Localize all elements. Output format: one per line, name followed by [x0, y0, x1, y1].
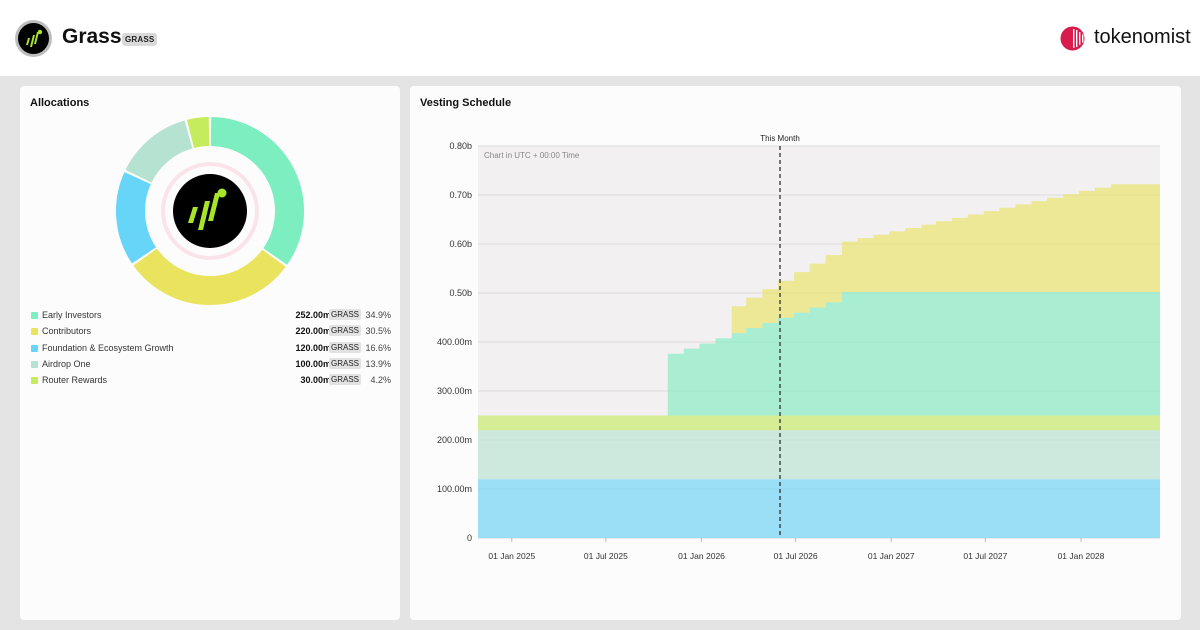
y-tick-label: 0.50b — [449, 288, 472, 298]
x-tick-label: 01 Jan 2027 — [868, 551, 915, 561]
donut-inner-ring — [161, 162, 259, 260]
legend-label: Foundation & Ecosystem Growth — [42, 342, 174, 353]
legend-item[interactable]: Router Rewards 30.00m GRASS 4.2% — [31, 374, 391, 391]
legend-swatch — [31, 377, 38, 385]
brand-name[interactable]: tokenomist — [1094, 26, 1191, 48]
legend-amount: 220.00m — [295, 326, 331, 337]
legend-percentage: 30.5% — [365, 326, 391, 337]
chart-time-note: Chart in UTC + 00:00 Time — [484, 151, 580, 160]
header-bar: Grass GRASS tokenomist — [0, 0, 1200, 76]
legend-swatch — [31, 344, 38, 352]
allocations-card: Allocations Early Investors 252.00m GRASS 3… — [20, 86, 400, 620]
y-tick-label: 200.00m — [437, 435, 472, 445]
legend-item[interactable]: Airdrop One 100.00m GRASS 13.9% — [31, 357, 391, 375]
donut-center-logo — [173, 174, 247, 248]
y-tick-label: 100.00m — [437, 484, 472, 494]
legend-swatch — [31, 328, 38, 336]
legend-ticker-badge: GRASS — [328, 341, 361, 353]
x-tick-label: 01 Jul 2025 — [584, 551, 628, 561]
legend-amount: 30.00m — [300, 375, 331, 386]
y-tick-label: 0 — [467, 533, 472, 543]
legend-item[interactable]: Early Investors 252.00m GRASS 34.9% — [31, 309, 391, 326]
token-name: Grass — [62, 25, 122, 48]
legend-ticker-badge: GRASS — [328, 374, 361, 386]
legend-ticker-badge: GRASS — [328, 309, 361, 320]
allocations-title: Allocations — [30, 97, 90, 109]
token-ticker-badge: GRASS — [122, 33, 158, 46]
y-tick-label: 300.00m — [437, 386, 472, 396]
legend-amount: 100.00m — [295, 358, 331, 369]
legend-percentage: 16.6% — [365, 342, 391, 353]
legend-item[interactable]: Contributors 220.00m GRASS 30.5% — [31, 325, 391, 342]
area-airdrop-one[interactable] — [478, 430, 1160, 480]
y-tick-label: 0.60b — [449, 239, 472, 249]
legend-label: Contributors — [42, 326, 92, 337]
this-month-marker-label: This Month — [760, 134, 800, 143]
legend-ticker-badge: GRASS — [328, 325, 361, 337]
area-router-rewards[interactable] — [478, 415, 1160, 431]
legend-amount: 120.00m — [295, 342, 331, 353]
donut-segment-contributors[interactable] — [133, 248, 286, 305]
legend-label: Early Investors — [42, 310, 102, 320]
vesting-title: Vesting Schedule — [420, 97, 512, 109]
tokenomist-logo-icon[interactable] — [1060, 26, 1085, 51]
x-tick-label: 01 Jul 2026 — [774, 551, 818, 561]
donut-segment-foundation-ecosystem-growth[interactable] — [116, 172, 157, 264]
legend-ticker-badge: GRASS — [328, 357, 361, 369]
area-early-investors[interactable] — [478, 292, 1160, 416]
y-tick-label: 0.80b — [449, 141, 472, 151]
legend-percentage: 13.9% — [365, 358, 391, 369]
y-tick-label: 0.70b — [449, 190, 472, 200]
legend-swatch — [31, 312, 38, 319]
legend-label: Router Rewards — [42, 375, 108, 386]
legend-percentage: 4.2% — [370, 375, 391, 386]
vesting-chart[interactable]: 0 100.00m 200.00m 300.00m 400.00m 0.50b 0.60b 0… — [410, 86, 1181, 620]
legend-item[interactable]: Foundation & Ecosystem Growth 120.00m GRAS… — [31, 341, 391, 359]
x-tick-label: 01 Jul 2027 — [963, 551, 1007, 561]
y-tick-label: 400.00m — [437, 337, 472, 347]
legend-label: Airdrop One — [42, 358, 91, 369]
legend-percentage: 34.9% — [365, 310, 391, 320]
allocations-legend: Early Investors 252.00m GRASS 34.9% Contribu… — [31, 309, 391, 391]
grass-center-logo-icon — [188, 188, 227, 230]
x-tick-label: 01 Jan 2026 — [678, 551, 725, 561]
donut-segment-router-rewards[interactable] — [186, 117, 210, 149]
x-tick-label: 01 Jan 2025 — [488, 551, 535, 561]
donut-segment-airdrop-one[interactable] — [125, 120, 193, 184]
area-contributors[interactable] — [478, 184, 1160, 416]
donut-segment-early-investors[interactable] — [210, 117, 304, 265]
allocation-donut-chart[interactable] — [116, 117, 304, 305]
x-tick-label: 01 Jan 2028 — [1058, 551, 1105, 561]
legend-amount: 252.00m — [295, 310, 331, 320]
vesting-schedule-card: Vesting Schedule 0 100.00m 200.00m 300.00m 4… — [410, 86, 1181, 620]
grass-logo-icon — [15, 20, 52, 57]
legend-swatch — [31, 360, 38, 368]
area-foundation-ecosystem-growth[interactable] — [478, 479, 1160, 538]
